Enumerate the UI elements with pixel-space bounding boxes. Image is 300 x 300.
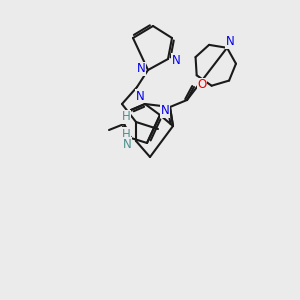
Text: N: N	[172, 53, 180, 67]
Text: H: H	[122, 110, 130, 124]
Text: O: O	[197, 79, 207, 92]
Text: N: N	[226, 35, 234, 48]
Text: N: N	[136, 89, 144, 103]
Text: N: N	[160, 104, 169, 118]
Text: N: N	[123, 137, 131, 151]
Text: N: N	[136, 62, 146, 76]
Text: H: H	[122, 128, 130, 140]
